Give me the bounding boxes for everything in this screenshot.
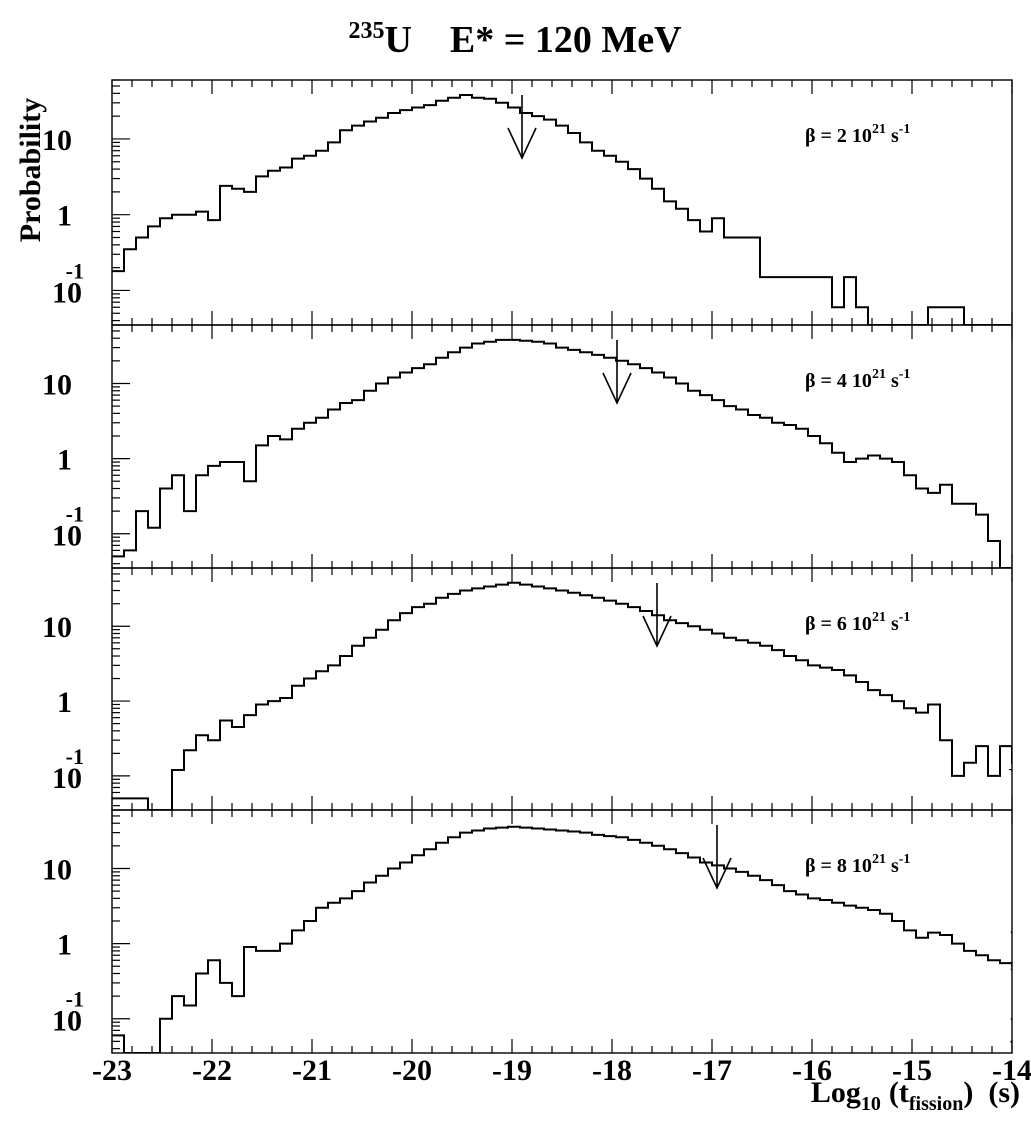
x-axis-label-sub: 10 [861,1093,881,1115]
y-tick-label: 10 [52,520,82,553]
y-tick-label-exp: -1 [66,502,84,527]
y-axis-label: Probability [14,98,47,242]
x-tick-label: -22 [192,1054,232,1087]
histogram-series [112,581,1012,810]
y-tick-label: 10 [42,853,72,886]
y-tick-label: 1 [57,444,72,477]
legend-exp: 21 [872,852,886,867]
panel-frame [111,809,1013,1054]
legend-unit-exp: -1 [899,122,911,137]
y-tick-label: 10 [52,762,82,795]
legend-unit: s [886,370,899,392]
x-tick-label: -21 [292,1054,332,1087]
mean-arrow-head [642,615,672,648]
x-tick-label: -14 [992,1054,1031,1087]
panel-frame [111,79,1013,326]
figure-title: 235U E* = 120 MeV [348,18,682,61]
figure-title-sup: 235 [348,18,384,44]
legend-unit-exp: -1 [899,367,911,382]
legend-exp: 21 [872,610,886,625]
y-tick-label-exp: -1 [66,258,84,283]
x-axis-label-rest: (t [889,1076,909,1109]
panel-legend: β = 4 1021 s-1 [805,367,910,392]
mean-arrow-head [702,857,732,890]
x-axis-label-sub2: fission [909,1093,963,1115]
y-tick-label: 10 [52,276,82,309]
x-axis-label: Log10 (tfission) (s) [811,1076,1020,1115]
legend-exp: 21 [872,122,886,137]
x-tick-label: -16 [792,1054,832,1087]
histogram-series [112,338,1012,568]
histogram-series [112,825,1012,1053]
panel-frame [111,567,1013,811]
y-tick-label: 1 [57,686,72,719]
panel-legend: β = 6 1021 s-1 [805,610,910,635]
y-tick-label: 1 [57,200,72,233]
legend-unit: s [886,125,899,147]
x-tick-label: -17 [692,1054,732,1087]
y-tick-label-exp: -1 [66,987,84,1012]
mean-arrow-head [507,127,537,160]
y-tick-label: 10 [42,124,72,157]
x-axis-label-main: Log [811,1076,861,1109]
legend-unit: s [886,613,899,635]
panel-legend: β = 2 1021 s-1 [805,122,910,147]
x-tick-label: -18 [592,1054,632,1087]
legend-main: β = 2 10 [805,125,872,147]
legend-unit: s [886,855,899,877]
x-tick-label: -20 [392,1054,432,1087]
legend-exp: 21 [872,367,886,382]
legend-unit-exp: -1 [899,852,911,867]
legend-main: β = 4 10 [805,370,872,392]
x-tick-labels: -23 -22 -21 -20 -19 -18 -17 -16 -15 -14 [92,1054,1031,1087]
mean-arrow-head [602,372,632,405]
x-tick-label: -15 [892,1054,932,1087]
y-tick-label: 10 [42,368,72,401]
y-tick-label-exp: -1 [66,744,84,769]
x-axis-label-end: ) (s) [963,1076,1020,1109]
y-tick-label: 10 [42,611,72,644]
legend-main: β = 8 10 [805,855,872,877]
x-tick-label: -23 [92,1054,132,1087]
panel-legend: β = 8 1021 s-1 [805,852,910,877]
histogram-series [112,94,1012,325]
legend-unit-exp: -1 [899,610,911,625]
y-tick-label: 1 [57,929,72,962]
legend-main: β = 6 10 [805,613,872,635]
figure-title-main: U E* = 120 MeV [384,19,682,61]
y-tick-label: 10 [52,1005,82,1038]
panel-frame [111,324,1013,569]
x-tick-label: -19 [492,1054,532,1087]
